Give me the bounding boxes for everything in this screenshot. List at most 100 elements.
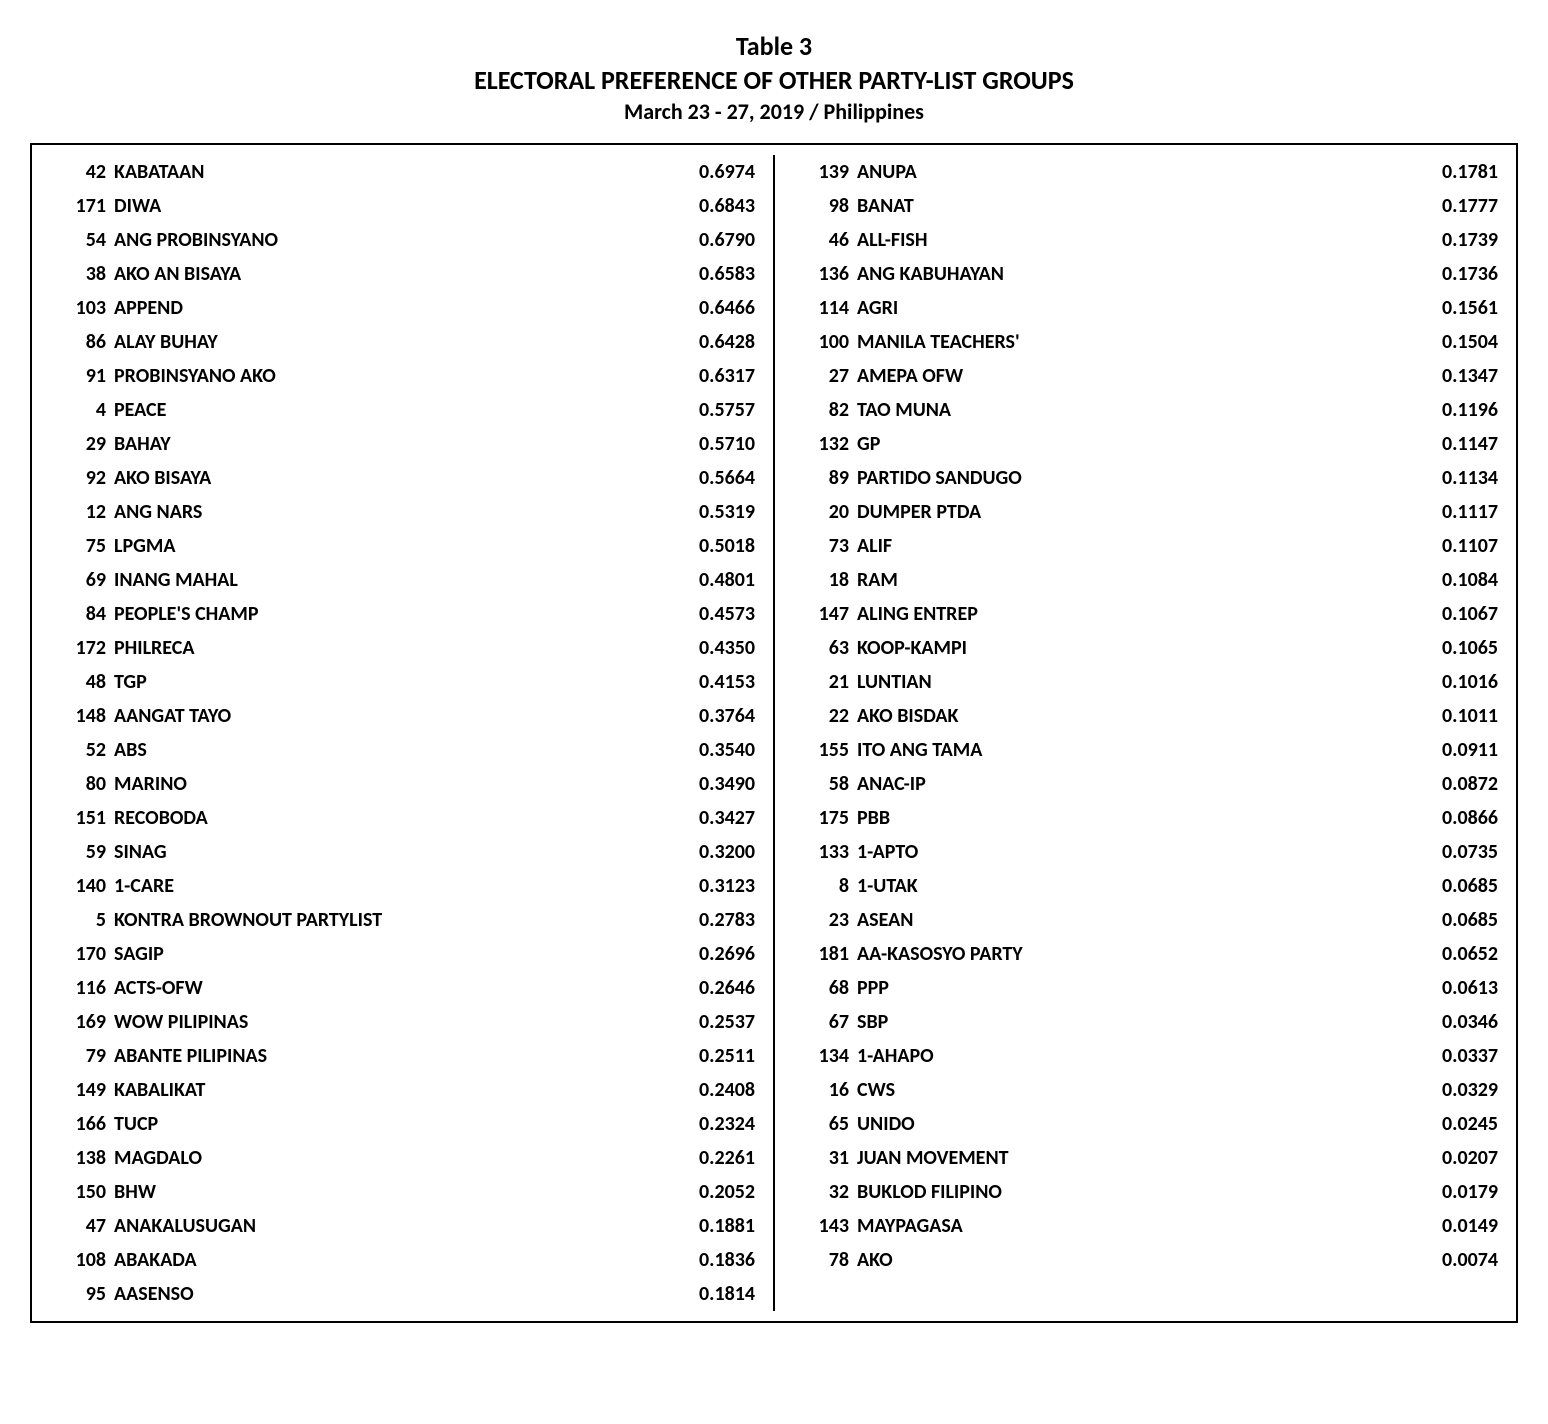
row-name: APPEND bbox=[106, 291, 665, 325]
row-value: 0.6790 bbox=[665, 223, 755, 257]
row-value: 0.1067 bbox=[1408, 597, 1498, 631]
row-value: 0.6428 bbox=[665, 325, 755, 359]
table-row: 149KABALIKAT0.2408 bbox=[50, 1073, 755, 1107]
row-number: 80 bbox=[50, 767, 106, 801]
row-value: 0.3200 bbox=[665, 835, 755, 869]
table-column-left: 42KABATAAN0.6974171DIWA0.684354ANG PROBI… bbox=[32, 155, 775, 1311]
table-row: 170SAGIP0.2696 bbox=[50, 937, 755, 971]
row-name: AMEPA OFW bbox=[849, 359, 1408, 393]
row-name: 1-CARE bbox=[106, 869, 665, 903]
row-number: 95 bbox=[50, 1277, 106, 1311]
row-number: 20 bbox=[793, 495, 849, 529]
row-name: ABS bbox=[106, 733, 665, 767]
row-number: 132 bbox=[793, 427, 849, 461]
table-row: 65UNIDO0.0245 bbox=[793, 1107, 1498, 1141]
row-number: 18 bbox=[793, 563, 849, 597]
row-name: ANUPA bbox=[849, 155, 1408, 189]
row-name: ANAKALUSUGAN bbox=[106, 1209, 665, 1243]
row-number: 155 bbox=[793, 733, 849, 767]
row-value: 0.1011 bbox=[1408, 699, 1498, 733]
row-value: 0.1134 bbox=[1408, 461, 1498, 495]
row-name: AANGAT TAYO bbox=[106, 699, 665, 733]
row-name: RECOBODA bbox=[106, 801, 665, 835]
row-number: 143 bbox=[793, 1209, 849, 1243]
row-value: 0.6466 bbox=[665, 291, 755, 325]
row-number: 68 bbox=[793, 971, 849, 1005]
table-row: 108ABAKADA0.1836 bbox=[50, 1243, 755, 1277]
row-number: 22 bbox=[793, 699, 849, 733]
row-name: PEOPLE'S CHAMP bbox=[106, 597, 665, 631]
row-number: 58 bbox=[793, 767, 849, 801]
table-row: 20DUMPER PTDA0.1117 bbox=[793, 495, 1498, 529]
row-number: 82 bbox=[793, 393, 849, 427]
row-name: INANG MAHAL bbox=[106, 563, 665, 597]
row-number: 31 bbox=[793, 1141, 849, 1175]
table-row: 16CWS0.0329 bbox=[793, 1073, 1498, 1107]
table-row: 58ANAC-IP0.0872 bbox=[793, 767, 1498, 801]
table-row: 54ANG PROBINSYANO0.6790 bbox=[50, 223, 755, 257]
row-name: SAGIP bbox=[106, 937, 665, 971]
row-name: CWS bbox=[849, 1073, 1408, 1107]
row-number: 147 bbox=[793, 597, 849, 631]
row-value: 0.2646 bbox=[665, 971, 755, 1005]
row-number: 42 bbox=[50, 155, 106, 189]
row-number: 27 bbox=[793, 359, 849, 393]
table-row: 86ALAY BUHAY0.6428 bbox=[50, 325, 755, 359]
table-row: 103APPEND0.6466 bbox=[50, 291, 755, 325]
table-row: 136ANG KABUHAYAN0.1736 bbox=[793, 257, 1498, 291]
row-name: ANG KABUHAYAN bbox=[849, 257, 1408, 291]
row-name: AKO BISAYA bbox=[106, 461, 665, 495]
table-row: 1401-CARE0.3123 bbox=[50, 869, 755, 903]
row-name: 1-AHAPO bbox=[849, 1039, 1408, 1073]
row-name: DUMPER PTDA bbox=[849, 495, 1408, 529]
row-value: 0.1196 bbox=[1408, 393, 1498, 427]
row-value: 0.0074 bbox=[1408, 1243, 1498, 1277]
row-number: 84 bbox=[50, 597, 106, 631]
table-row: 79ABANTE PILIPINAS0.2511 bbox=[50, 1039, 755, 1073]
row-value: 0.1881 bbox=[665, 1209, 755, 1243]
row-number: 69 bbox=[50, 563, 106, 597]
row-number: 172 bbox=[50, 631, 106, 665]
row-value: 0.1781 bbox=[1408, 155, 1498, 189]
row-number: 181 bbox=[793, 937, 849, 971]
row-number: 140 bbox=[50, 869, 106, 903]
table-row: 21LUNTIAN0.1016 bbox=[793, 665, 1498, 699]
row-value: 0.0652 bbox=[1408, 937, 1498, 971]
row-number: 29 bbox=[50, 427, 106, 461]
row-value: 0.3427 bbox=[665, 801, 755, 835]
row-name: PPP bbox=[849, 971, 1408, 1005]
row-name: PHILRECA bbox=[106, 631, 665, 665]
row-number: 63 bbox=[793, 631, 849, 665]
table-row: 52ABS0.3540 bbox=[50, 733, 755, 767]
table-row: 75LPGMA0.5018 bbox=[50, 529, 755, 563]
row-number: 171 bbox=[50, 189, 106, 223]
row-value: 0.1147 bbox=[1408, 427, 1498, 461]
row-number: 134 bbox=[793, 1039, 849, 1073]
table-row: 175PBB0.0866 bbox=[793, 801, 1498, 835]
table-header: Table 3 ELECTORAL PREFERENCE OF OTHER PA… bbox=[30, 30, 1518, 125]
row-value: 0.0245 bbox=[1408, 1107, 1498, 1141]
row-value: 0.3540 bbox=[665, 733, 755, 767]
row-value: 0.5319 bbox=[665, 495, 755, 529]
row-number: 48 bbox=[50, 665, 106, 699]
row-number: 149 bbox=[50, 1073, 106, 1107]
row-name: BAHAY bbox=[106, 427, 665, 461]
row-name: AGRI bbox=[849, 291, 1408, 325]
table-row: 80MARINO0.3490 bbox=[50, 767, 755, 801]
row-number: 46 bbox=[793, 223, 849, 257]
row-name: MANILA TEACHERS' bbox=[849, 325, 1408, 359]
table-row: 116ACTS-OFW0.2646 bbox=[50, 971, 755, 1005]
table-subtitle: March 23 - 27, 2019 / Philippines bbox=[30, 98, 1518, 125]
row-value: 0.4350 bbox=[665, 631, 755, 665]
row-value: 0.1561 bbox=[1408, 291, 1498, 325]
row-number: 54 bbox=[50, 223, 106, 257]
row-value: 0.5018 bbox=[665, 529, 755, 563]
row-name: ABAKADA bbox=[106, 1243, 665, 1277]
row-number: 32 bbox=[793, 1175, 849, 1209]
row-name: LUNTIAN bbox=[849, 665, 1408, 699]
table-row: 139ANUPA0.1781 bbox=[793, 155, 1498, 189]
row-name: MARINO bbox=[106, 767, 665, 801]
row-number: 138 bbox=[50, 1141, 106, 1175]
row-name: BHW bbox=[106, 1175, 665, 1209]
table-row: 32BUKLOD FILIPINO0.0179 bbox=[793, 1175, 1498, 1209]
